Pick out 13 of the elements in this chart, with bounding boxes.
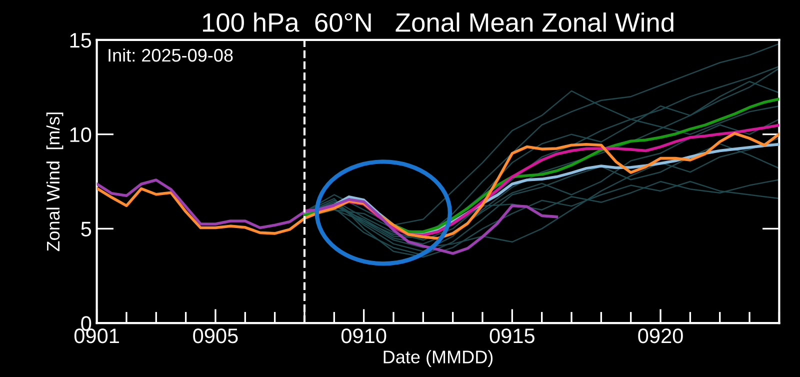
y-axis-title: Zonal Wind [m/s] <box>46 112 64 252</box>
x-tick-label: 0905 <box>193 328 238 344</box>
y-tick-label: 5 <box>81 222 92 236</box>
x-tick-label: 0910 <box>341 328 386 344</box>
y-tick-label: 10 <box>70 127 92 142</box>
x-axis-title: Date (MMDD) <box>384 350 493 367</box>
x-tick-label: 0915 <box>490 328 534 344</box>
x-tick-label: 0920 <box>638 328 683 344</box>
annotation: Init: 2025-09-08 <box>108 48 233 62</box>
y-tick-label: 15 <box>70 33 92 48</box>
y-tick-label: 0 <box>81 316 92 331</box>
chart-title: 100 hPa 60°N Zonal Mean Zonal Wind <box>202 12 674 32</box>
x-tick-label: 0901 <box>74 328 119 344</box>
